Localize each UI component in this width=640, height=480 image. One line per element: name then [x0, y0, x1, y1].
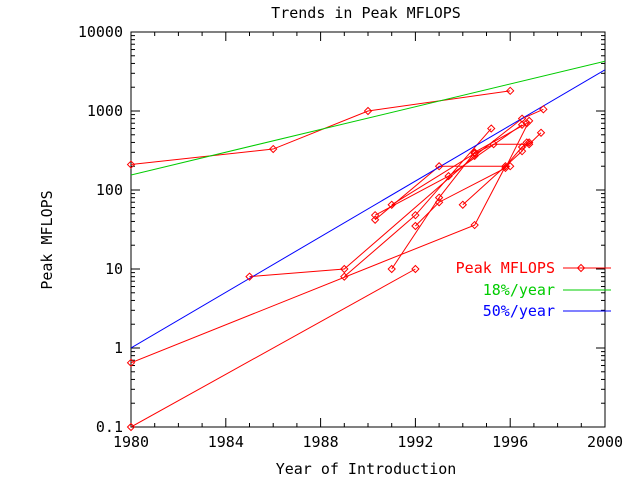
data-point: [458, 200, 468, 209]
y-axis-label: Peak MFLOPS: [38, 190, 56, 289]
data-point: [245, 272, 254, 281]
data-point: [470, 148, 479, 157]
mflops-line: [415, 120, 530, 227]
data-point: [522, 119, 531, 128]
data-point: [434, 198, 444, 207]
data-point: [517, 142, 527, 152]
legend: Peak MFLOPS 18%/year 50%/year: [456, 259, 611, 320]
mflops-line: [249, 108, 544, 278]
legend-marker: [576, 263, 586, 273]
legend-label: 18%/year: [483, 281, 555, 299]
data-point: [411, 264, 420, 274]
data-point: [517, 120, 527, 129]
y-tick-label: 1: [114, 339, 123, 357]
data-point: [536, 128, 546, 137]
x-axis-label: Year of Introduction: [276, 460, 457, 478]
markers-group: [126, 86, 548, 432]
data-point: [444, 171, 453, 181]
y-tick-label: 10: [105, 260, 123, 278]
data-point: [126, 160, 136, 169]
data-point: [524, 138, 534, 147]
mflops-line: [343, 128, 492, 278]
y-tick-label: 1000: [87, 102, 123, 120]
y-tick-label: 100: [96, 181, 123, 199]
data-point: [411, 210, 420, 220]
data-point: [411, 221, 420, 231]
axes: 1980 1984 1988 1992 1996 2000 0.1 1 10 100 1000 100…: [78, 23, 623, 451]
x-tick-label: 1992: [397, 433, 433, 451]
data-point: [522, 138, 531, 147]
data-point: [387, 264, 396, 274]
y-tick-label: 10000: [78, 23, 123, 41]
data-point: [434, 162, 444, 171]
data-point: [487, 124, 496, 133]
x-tick-label: 1984: [208, 433, 244, 451]
plot-frame: [130, 31, 606, 428]
data-point: [524, 139, 534, 149]
mflops-line: [391, 122, 528, 270]
x-tick-label: 2000: [587, 433, 623, 451]
chart-title: Trends in Peak MFLOPS: [271, 4, 461, 22]
x-tick-label: 1988: [303, 433, 339, 451]
legend-label: 50%/year: [483, 302, 555, 320]
data-point: [517, 114, 527, 123]
data-point: [517, 146, 527, 156]
x-tick-label: 1980: [113, 433, 149, 451]
mflops-line: [391, 132, 542, 206]
data-point: [340, 272, 349, 281]
data-point: [501, 163, 510, 173]
data-point: [489, 139, 498, 149]
mflops-line: [131, 142, 530, 364]
y-tick-label: 0.1: [96, 418, 123, 436]
data-point: [539, 105, 548, 114]
trend-line-50year: [131, 69, 605, 349]
data-point: [387, 200, 396, 209]
data-point: [434, 193, 444, 202]
mflops-line: [131, 268, 416, 427]
data-point: [505, 86, 515, 96]
x-tick-label: 1996: [492, 433, 528, 451]
data-point: [505, 162, 515, 171]
data-point: [470, 220, 479, 230]
mflops-line: [374, 124, 523, 216]
mflops-line: [131, 90, 511, 166]
trend-line-18year: [131, 60, 605, 176]
data-point: [524, 116, 534, 126]
data-point: [126, 422, 136, 432]
series-group: [131, 60, 605, 427]
data-point: [126, 358, 136, 367]
data-point: [370, 215, 380, 224]
data-point: [363, 106, 373, 116]
data-point: [470, 149, 479, 158]
data-point: [370, 210, 380, 220]
legend-label: Peak MFLOPS: [456, 259, 555, 277]
data-point: [268, 144, 278, 154]
